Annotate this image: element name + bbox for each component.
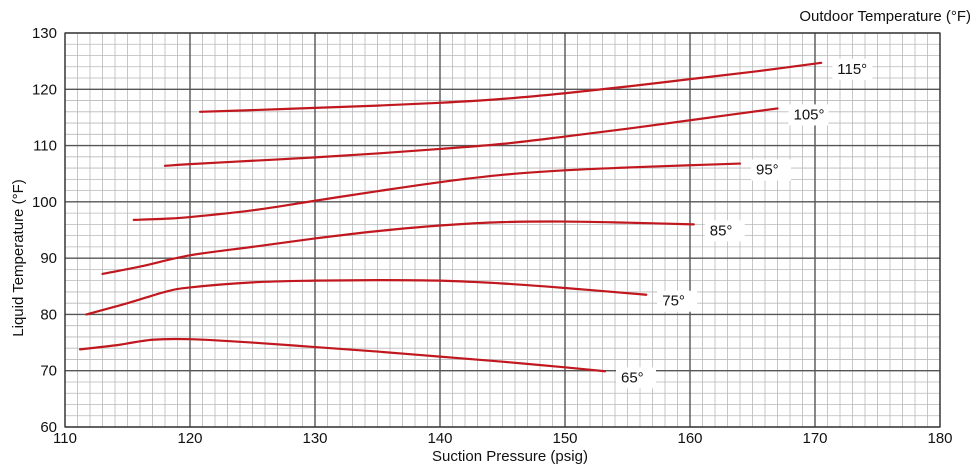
series-label-bg [751, 159, 791, 181]
x-tick-label: 160 [677, 430, 702, 447]
plot-frame [64, 32, 941, 428]
x-axis-title: Suction Pressure (psig) [432, 448, 588, 465]
series-label: 115° [837, 61, 867, 78]
x-tick-label: 170 [802, 430, 827, 447]
y-tick-label: 100 [32, 194, 57, 211]
y-tick-label: 80 [40, 306, 57, 323]
series-label-bg [704, 220, 745, 242]
series-label: 85° [710, 222, 733, 239]
series-line [163, 107, 779, 167]
y-tick-label: 130 [32, 25, 57, 42]
x-tick-label: 120 [177, 430, 202, 447]
series-line [85, 278, 648, 316]
series-label-bg [788, 104, 829, 126]
series-label-bg [832, 58, 873, 80]
series-line [101, 220, 695, 276]
y-tick-label: 120 [32, 81, 57, 98]
y-tick-label: 60 [40, 419, 57, 436]
x-tick-label: 110 [53, 430, 77, 447]
x-tick-labels: 110 120 130 140 150 160 170 180 [53, 430, 952, 447]
series-label: 105° [794, 106, 825, 123]
series-label: 65° [621, 369, 644, 386]
x-tick-label: 140 [427, 430, 452, 447]
legend-title: Outdoor Temperature (°F) [799, 8, 971, 25]
series-label: 95° [756, 162, 779, 179]
series-line [132, 162, 742, 221]
x-tick-label: 180 [927, 430, 952, 447]
y-tick-label: 90 [40, 250, 57, 267]
series-line [198, 61, 823, 113]
y-tick-label: 70 [40, 363, 57, 380]
x-tick-label: 130 [302, 430, 327, 447]
series-label: 75° [662, 293, 685, 310]
series-group: 65° 75° 85° 95° 105° 115° [78, 58, 873, 389]
y-axis-title: Liquid Temperature (°F) [10, 179, 27, 336]
series-label-bg [657, 290, 698, 312]
series-label-bg [616, 367, 656, 389]
y-tick-labels: 60 70 80 90 100 110 120 130 [32, 25, 57, 436]
series-line [78, 337, 607, 373]
x-tick-label: 150 [552, 430, 577, 447]
y-tick-label: 110 [33, 138, 57, 155]
